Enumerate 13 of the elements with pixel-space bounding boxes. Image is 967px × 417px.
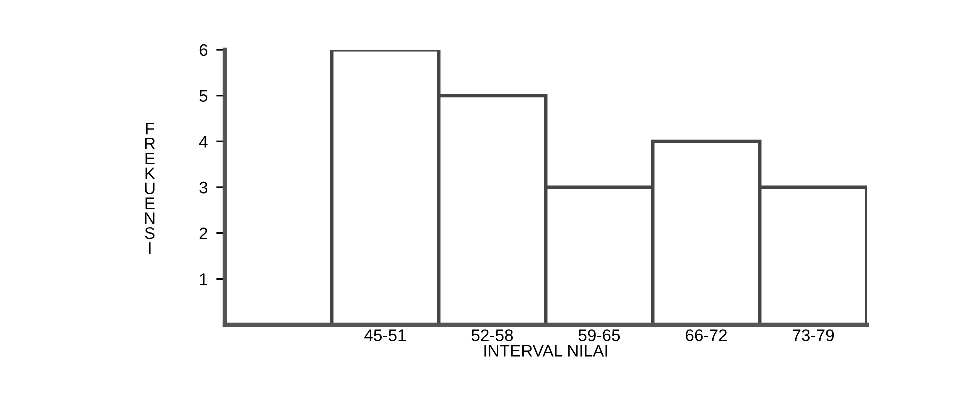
x-axis-title: INTERVAL NILAI: [484, 345, 608, 357]
x-tick-label: 66-72: [686, 330, 727, 342]
y-tick-label: 5: [200, 90, 208, 102]
y-tick-label: 3: [200, 182, 208, 194]
x-tick-label: 52-58: [472, 330, 514, 342]
y-tick-label: 2: [200, 228, 208, 240]
y-tick-label: 4: [199, 136, 208, 148]
x-tick-label: 45-51: [364, 330, 406, 342]
text: FREKUENSI: [145, 123, 156, 254]
x-tick-label: 59-65: [578, 330, 620, 342]
y-tick-label: 6: [200, 44, 208, 56]
x-tick-label: 73-79: [793, 330, 834, 342]
y-tick-label: 1: [200, 274, 208, 286]
